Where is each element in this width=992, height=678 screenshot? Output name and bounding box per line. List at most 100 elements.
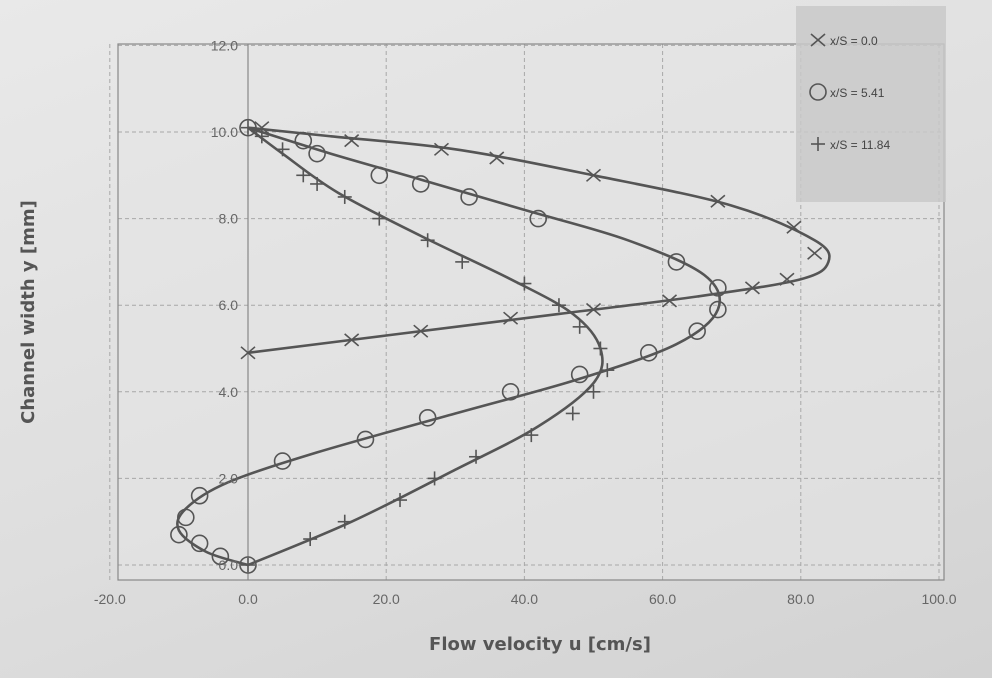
series-1-circle-marker bbox=[570, 365, 589, 384]
marker-circle bbox=[190, 534, 209, 553]
series-0-x-marker bbox=[503, 311, 519, 325]
y-tick-labels: 0.0 2.0 4.0 6.0 8.0 10.0 12.0 bbox=[211, 37, 238, 573]
legend-entry-1: x/S = 5.41 bbox=[830, 86, 885, 100]
series-1-circle-marker bbox=[273, 452, 292, 470]
marker-circle bbox=[239, 118, 257, 137]
marker-stroke bbox=[744, 281, 760, 295]
x-tick-label: 80.0 bbox=[787, 591, 814, 607]
series-0-x-marker bbox=[433, 142, 450, 156]
series-1-circle-marker bbox=[460, 188, 478, 206]
marker-stroke bbox=[344, 134, 360, 148]
marker-circle bbox=[356, 430, 375, 449]
marker-stroke bbox=[779, 272, 795, 286]
series-1-circle-marker bbox=[529, 209, 548, 228]
series-0-x-marker bbox=[744, 281, 760, 295]
series-1-circle-marker bbox=[418, 408, 437, 427]
marker-stroke bbox=[807, 246, 823, 260]
series-1-circle-marker bbox=[239, 118, 257, 137]
marker-circle bbox=[688, 322, 706, 340]
series-1-circle-marker bbox=[190, 534, 209, 553]
marker-circle bbox=[239, 556, 257, 574]
series-2-plus-marker bbox=[600, 363, 615, 378]
series-2-plus-marker bbox=[337, 514, 352, 529]
y-axis-label: Channel width y [mm] bbox=[18, 200, 39, 424]
series-2-plus-marker bbox=[586, 384, 601, 399]
marker-stroke bbox=[710, 194, 726, 208]
legend-entry-2: x/S = 11.84 bbox=[830, 138, 890, 152]
series-2-plus-marker bbox=[517, 276, 532, 291]
legend: x/S = 0.0 x/S = 5.41 x/S = 11.84 bbox=[796, 6, 946, 202]
x-tick-labels: -20.0 0.0 20.0 40.0 60.0 80.0 100.0 bbox=[94, 591, 957, 607]
series-2-plus-marker bbox=[310, 176, 325, 191]
marker-circle bbox=[570, 365, 589, 384]
marker-circle bbox=[709, 279, 727, 297]
marker-circle bbox=[177, 508, 195, 527]
marker-circle bbox=[370, 166, 389, 185]
series-1-circle-marker bbox=[294, 131, 313, 150]
x-tick-label: 0.0 bbox=[238, 591, 258, 607]
marker-stroke bbox=[489, 151, 505, 165]
marker-circle bbox=[273, 452, 292, 470]
series-1-circle-marker bbox=[170, 525, 188, 544]
marker-circle bbox=[809, 83, 827, 101]
marker-circle bbox=[639, 344, 658, 362]
series-2-plus-marker bbox=[372, 211, 387, 226]
series-1-circle-marker bbox=[411, 175, 430, 193]
marker-stroke bbox=[585, 168, 602, 182]
marker-stroke bbox=[503, 311, 519, 325]
series-2-plus-marker bbox=[420, 233, 435, 248]
marker-circle bbox=[418, 408, 437, 427]
marker-circle bbox=[460, 188, 478, 206]
marker-stroke bbox=[585, 302, 602, 317]
marker-stroke bbox=[413, 324, 429, 338]
marker-circle bbox=[294, 131, 313, 150]
marker-stroke bbox=[240, 346, 256, 360]
legend-box bbox=[796, 6, 946, 202]
x-tick-label: 20.0 bbox=[373, 591, 400, 607]
marker-stroke bbox=[661, 294, 678, 308]
series-0-x-marker bbox=[585, 168, 602, 182]
series-1-circle-marker bbox=[709, 279, 727, 297]
x-tick-label: -20.0 bbox=[94, 591, 126, 607]
series-1-circle-marker bbox=[370, 166, 389, 185]
y-tick-label: 0.0 bbox=[219, 557, 239, 573]
marker-circle bbox=[709, 300, 727, 319]
series-1-circle-marker bbox=[177, 508, 195, 527]
marker-circle bbox=[308, 144, 326, 163]
marker-circle bbox=[529, 209, 548, 228]
marker-circle bbox=[190, 486, 209, 505]
series-1-circle-marker bbox=[190, 486, 209, 505]
x-axis-label: Flow velocity u [cm/s] bbox=[429, 634, 651, 655]
series-0-x-marker bbox=[344, 134, 360, 148]
series-2-plus-marker bbox=[296, 168, 311, 183]
x-tick-label: 100.0 bbox=[921, 591, 956, 607]
series-2-plus-marker bbox=[593, 341, 608, 356]
series-2-plus-marker bbox=[393, 493, 408, 508]
series-1-circle-marker bbox=[667, 253, 686, 271]
series-2-plus-marker bbox=[551, 298, 566, 313]
series-0-x-marker bbox=[661, 294, 678, 308]
y-tick-label: 6.0 bbox=[219, 297, 239, 313]
series-2-plus-marker bbox=[303, 532, 318, 547]
legend-marker-0 bbox=[810, 33, 826, 47]
marker-circle bbox=[667, 253, 686, 271]
series-1-circle-marker bbox=[688, 322, 706, 340]
x-tick-label: 40.0 bbox=[511, 591, 538, 607]
y-tick-label: 8.0 bbox=[219, 211, 239, 227]
marker-circle bbox=[170, 525, 188, 544]
series-0-x-marker bbox=[710, 194, 726, 208]
series-2-curve bbox=[247, 126, 604, 567]
marker-stroke bbox=[344, 333, 360, 347]
series-0-x-marker bbox=[240, 346, 256, 360]
marker-circle bbox=[501, 382, 520, 401]
series-2-plus-marker bbox=[241, 120, 255, 135]
series-0-x-marker bbox=[489, 151, 505, 165]
series-2-plus-marker bbox=[337, 189, 352, 204]
series-2-plus-marker bbox=[241, 558, 255, 572]
y-tick-label: 10.0 bbox=[211, 124, 238, 140]
series-2-plus-marker bbox=[572, 319, 587, 334]
plot-frame bbox=[117, 43, 945, 581]
series-2-plus-marker bbox=[524, 428, 539, 443]
marker-stroke bbox=[786, 220, 802, 234]
series-2-plus-marker bbox=[455, 254, 470, 269]
